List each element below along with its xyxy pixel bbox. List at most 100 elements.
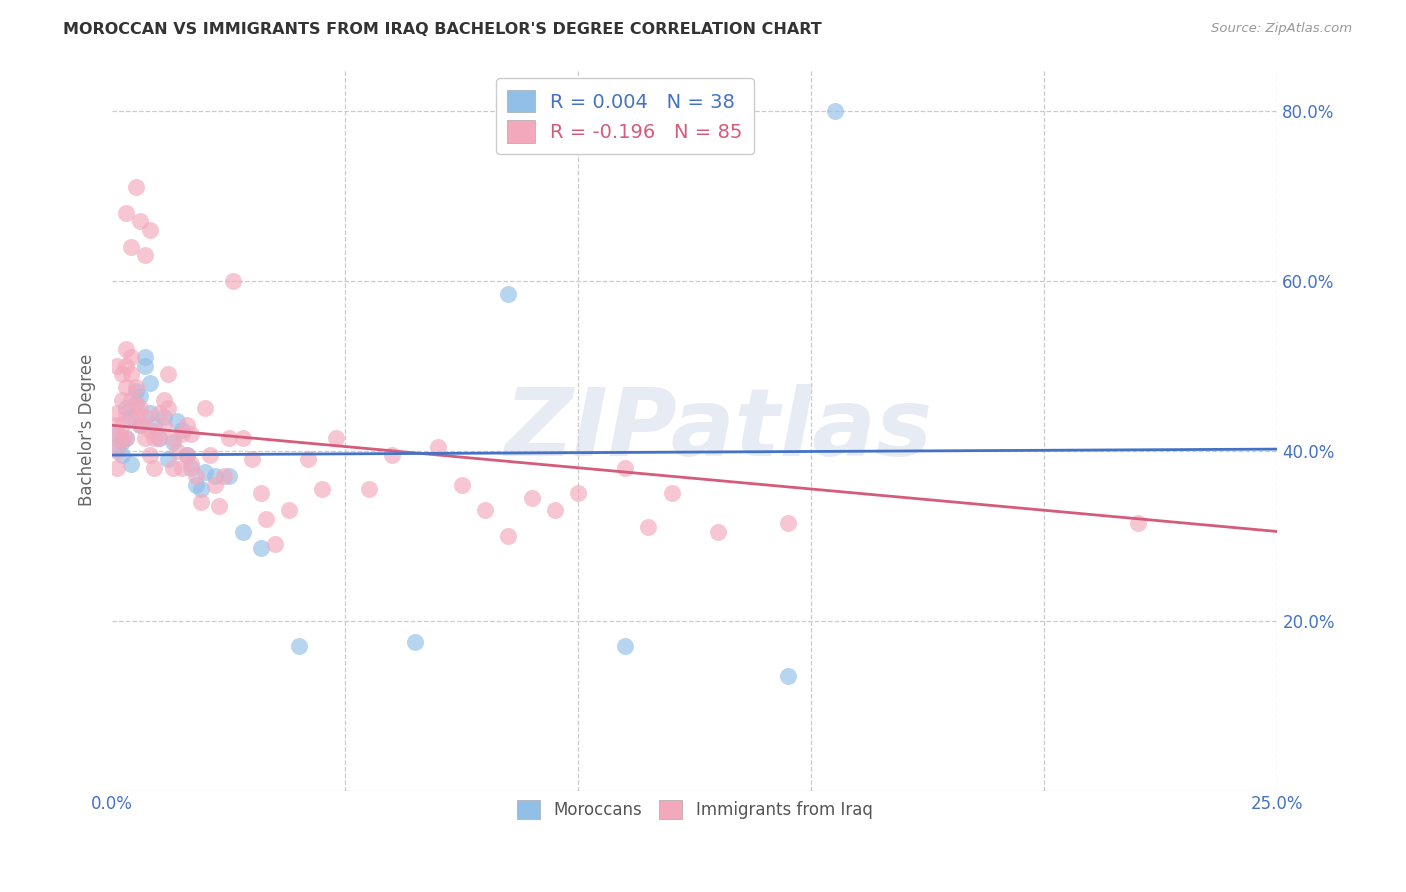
Point: [184, 477, 207, 491]
Point: [661, 486, 683, 500]
Point: [176, 418, 198, 433]
Legend: Moroccans, Immigrants from Iraq: Moroccans, Immigrants from Iraq: [510, 793, 879, 826]
Point: [567, 486, 589, 500]
Point: [152, 409, 174, 424]
Point: [250, 486, 273, 500]
Point: [498, 286, 520, 301]
Point: [218, 431, 240, 445]
Point: [124, 380, 146, 394]
Point: [157, 368, 180, 382]
Y-axis label: Bachelor's Degree: Bachelor's Degree: [79, 353, 96, 506]
Point: [120, 368, 142, 382]
Text: ZIPatlas: ZIPatlas: [505, 384, 932, 475]
Point: [129, 401, 152, 416]
Point: [250, 541, 273, 556]
Point: [110, 418, 132, 433]
Point: [120, 351, 142, 365]
Point: [404, 635, 426, 649]
Point: [208, 499, 231, 513]
Point: [212, 469, 235, 483]
Point: [110, 431, 132, 445]
Point: [474, 503, 496, 517]
Point: [232, 431, 254, 445]
Point: [105, 418, 128, 433]
Point: [190, 495, 212, 509]
Point: [544, 503, 567, 517]
Point: [148, 406, 170, 420]
Point: [110, 368, 132, 382]
Point: [143, 460, 166, 475]
Point: [138, 423, 160, 437]
Point: [115, 206, 138, 220]
Point: [134, 409, 156, 424]
Point: [240, 452, 263, 467]
Point: [124, 409, 146, 424]
Point: [143, 418, 166, 433]
Point: [162, 435, 184, 450]
Point: [162, 460, 184, 475]
Point: [707, 524, 730, 539]
Point: [138, 376, 160, 390]
Point: [222, 274, 245, 288]
Point: [381, 448, 404, 462]
Point: [115, 401, 138, 416]
Point: [152, 392, 174, 407]
Point: [287, 639, 309, 653]
Point: [520, 491, 543, 505]
Text: MOROCCAN VS IMMIGRANTS FROM IRAQ BACHELOR'S DEGREE CORRELATION CHART: MOROCCAN VS IMMIGRANTS FROM IRAQ BACHELO…: [63, 22, 823, 37]
Point: [110, 392, 132, 407]
Point: [194, 465, 217, 479]
Point: [166, 443, 188, 458]
Point: [105, 431, 128, 445]
Point: [134, 248, 156, 262]
Point: [218, 469, 240, 483]
Text: Source: ZipAtlas.com: Source: ZipAtlas.com: [1212, 22, 1353, 36]
Point: [637, 520, 659, 534]
Point: [254, 512, 277, 526]
Point: [124, 397, 146, 411]
Point: [105, 460, 128, 475]
Point: [152, 418, 174, 433]
Point: [613, 639, 636, 653]
Point: [357, 482, 380, 496]
Point: [124, 384, 146, 399]
Point: [110, 448, 132, 462]
Point: [172, 423, 194, 437]
Point: [115, 431, 138, 445]
Point: [105, 426, 128, 441]
Point: [325, 431, 347, 445]
Point: [105, 359, 128, 373]
Point: [166, 414, 188, 428]
Point: [120, 409, 142, 424]
Point: [450, 477, 472, 491]
Point: [120, 457, 142, 471]
Point: [176, 448, 198, 462]
Point: [120, 392, 142, 407]
Point: [198, 448, 221, 462]
Point: [190, 482, 212, 496]
Point: [162, 431, 184, 445]
Point: [143, 431, 166, 445]
Point: [184, 469, 207, 483]
Point: [180, 460, 202, 475]
Point: [194, 401, 217, 416]
Point: [115, 342, 138, 356]
Point: [176, 448, 198, 462]
Point: [124, 180, 146, 194]
Point: [278, 503, 301, 517]
Point: [134, 351, 156, 365]
Point: [105, 406, 128, 420]
Point: [115, 431, 138, 445]
Point: [115, 406, 138, 420]
Point: [157, 401, 180, 416]
Point: [115, 359, 138, 373]
Point: [138, 448, 160, 462]
Point: [129, 388, 152, 402]
Point: [297, 452, 319, 467]
Point: [129, 214, 152, 228]
Point: [120, 240, 142, 254]
Point: [264, 537, 287, 551]
Point: [1126, 516, 1149, 530]
Point: [110, 435, 132, 450]
Point: [105, 440, 128, 454]
